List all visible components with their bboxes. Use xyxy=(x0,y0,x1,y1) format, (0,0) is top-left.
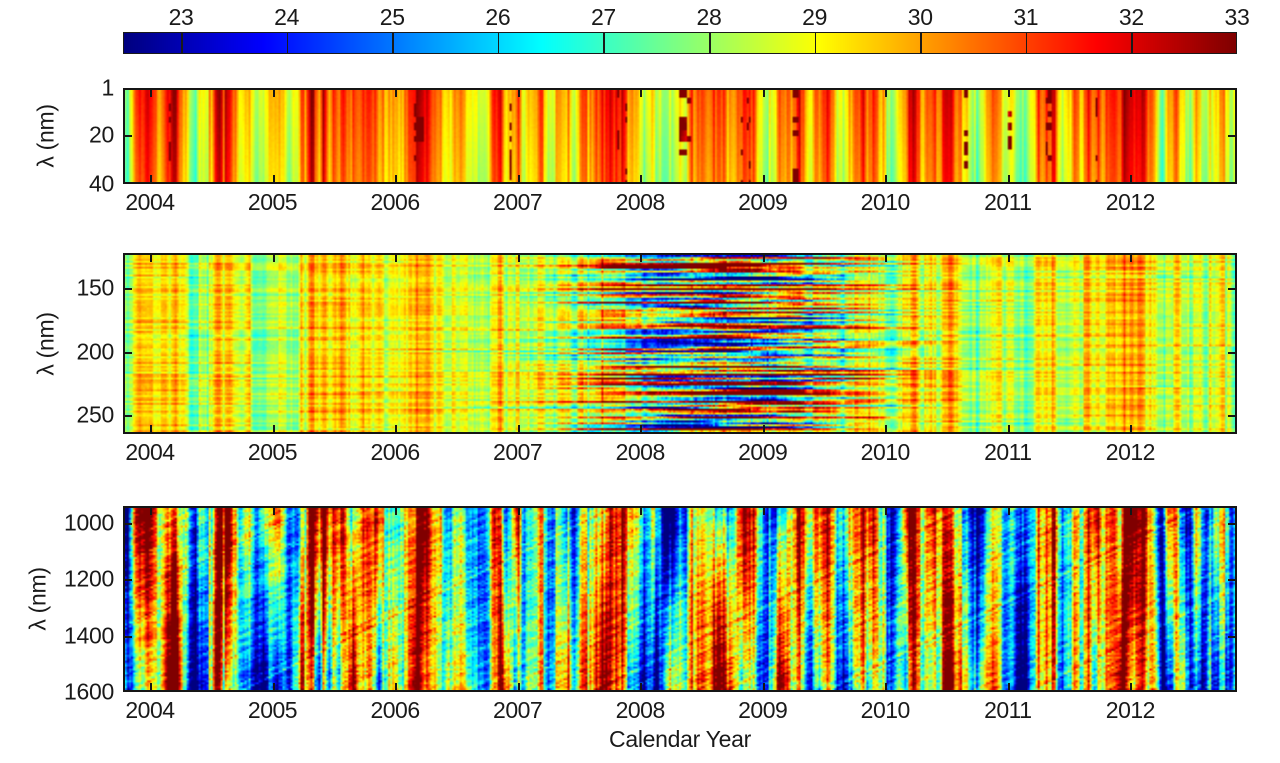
x-axis-tick-label: 2006 xyxy=(370,439,420,465)
x-axis-tick-label: 2008 xyxy=(615,439,666,465)
x-axis-tick-label: 2012 xyxy=(1105,697,1156,723)
panel-plot-area-nir xyxy=(123,506,1237,692)
x-axis-tick-label: 2006 xyxy=(370,189,420,215)
colorbar-tick-label: 27 xyxy=(590,4,616,30)
colorbar: 23 24 25 26 27 28 29 30 31 32 33 xyxy=(123,4,1250,54)
x-axis-tick-label: 2004 xyxy=(125,439,175,465)
colorbar-tick-label: 32 xyxy=(1118,4,1144,30)
x-axis-tick-label: 2010 xyxy=(860,189,911,215)
colorbar-tick-label: 25 xyxy=(379,4,405,30)
heatmap-panel-euv: 150 200 250 2004 2005 2006 2007 2008 2009 2010 201… xyxy=(77,253,1237,465)
colorbar-tick-label: 31 xyxy=(1013,4,1039,30)
panel-plot-area-euv xyxy=(123,253,1237,434)
x-axis-tick-label: 2009 xyxy=(738,697,788,723)
y-axis-tick-label: 1200 xyxy=(64,565,114,592)
heatmap-image-xuv xyxy=(125,90,1235,182)
x-axis-tick-label: 2006 xyxy=(370,697,420,723)
colorbar-canvas xyxy=(124,33,1236,53)
x-axis-tick-label: 2011 xyxy=(984,697,1032,723)
y-axis-tick-label: 150 xyxy=(76,274,115,301)
colorbar-tick-label: 29 xyxy=(802,4,828,30)
x-axis-tick-label: 2011 xyxy=(984,189,1032,215)
x-axis-tick-label: 2008 xyxy=(615,189,666,215)
colorbar-tick-label: 26 xyxy=(485,4,511,30)
x-axis-tick-label: 2012 xyxy=(1105,439,1156,465)
y-axis-tick-label: 250 xyxy=(76,401,115,428)
x-axis-tick-label: 2011 xyxy=(984,439,1032,465)
x-axis-tick-label: 2010 xyxy=(860,697,911,723)
x-axis-tick-label: 2004 xyxy=(125,697,175,723)
y-axis-tick-label: 1000 xyxy=(64,509,114,536)
x-axis-tick-label: 2005 xyxy=(247,439,298,465)
y-axis-tick-label: 40 xyxy=(89,170,114,197)
x-axis-tick-label: 2008 xyxy=(615,697,666,723)
x-axis-label: Calendar Year xyxy=(609,726,751,752)
heatmap-image-nir xyxy=(125,508,1235,690)
x-axis-tick-label: 2005 xyxy=(247,189,298,215)
heatmap-panel-xuv: 1 20 40 2004 2005 2006 2007 2008 2009 2010 2011 201… xyxy=(89,75,1237,215)
heatmap-panel-nir: 1000 1200 1400 1600 2004 2005 2006 2007 2008 2009… xyxy=(64,506,1237,723)
colorbar-tick-label: 28 xyxy=(696,4,722,30)
y-axis-label-nir: λ (nm) xyxy=(24,567,51,631)
y-axis-tick-label: 1 xyxy=(101,74,115,101)
x-axis-tick-label: 2009 xyxy=(738,189,788,215)
x-axis-tick-label: 2004 xyxy=(125,189,175,215)
y-axis-tick-label: 200 xyxy=(76,338,115,365)
x-axis-tick-label: 2010 xyxy=(860,439,911,465)
x-axis-tick-label: 2007 xyxy=(493,439,543,465)
x-axis-tick-label: 2009 xyxy=(738,439,788,465)
y-axis-label-xuv: λ (nm) xyxy=(32,104,59,168)
x-axis-tick-label: 2012 xyxy=(1105,189,1156,215)
colorbar-tick-label: 24 xyxy=(274,4,300,30)
x-axis-tick-label: 2005 xyxy=(247,697,298,723)
y-axis-tick-label: 1600 xyxy=(64,678,114,705)
y-axis-label-euv: λ (nm) xyxy=(32,311,59,376)
heatmap-image-euv xyxy=(125,255,1235,432)
colorbar-tick-label: 30 xyxy=(907,4,933,30)
y-axis-tick-label: 1400 xyxy=(64,622,114,649)
panel-plot-area-xuv xyxy=(123,88,1237,184)
y-axis-tick-label: 20 xyxy=(89,121,114,148)
x-axis-tick-label: 2007 xyxy=(493,697,543,723)
colorbar-tick-label: 33 xyxy=(1224,4,1250,30)
x-axis-tick-label: 2007 xyxy=(493,189,543,215)
colorbar-tick-label: 23 xyxy=(168,4,194,30)
colorbar-gradient xyxy=(123,32,1237,54)
